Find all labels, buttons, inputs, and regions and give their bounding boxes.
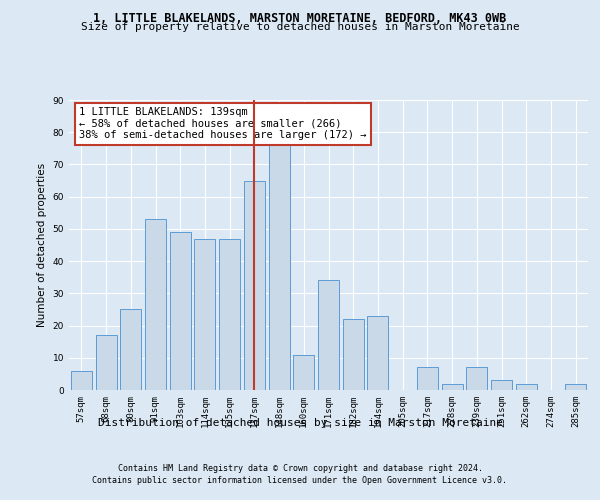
Text: Size of property relative to detached houses in Marston Moretaine: Size of property relative to detached ho… (80, 22, 520, 32)
Bar (120, 310, 141, 390)
Y-axis label: Number of detached properties: Number of detached properties (37, 163, 47, 327)
Bar (293, 354, 314, 390)
Bar (219, 238, 240, 390)
Bar (95, 335, 116, 390)
Text: Distribution of detached houses by size in Marston Moretaine: Distribution of detached houses by size … (97, 418, 503, 428)
Bar (318, 280, 339, 390)
Bar (71, 370, 92, 390)
Bar (491, 380, 512, 390)
Bar (466, 368, 487, 390)
Text: 1 LITTLE BLAKELANDS: 139sqm
← 58% of detached houses are smaller (266)
38% of se: 1 LITTLE BLAKELANDS: 139sqm ← 58% of det… (79, 108, 367, 140)
Bar (516, 384, 537, 390)
Bar (367, 316, 388, 390)
Bar (170, 232, 191, 390)
Bar (145, 219, 166, 390)
Bar (565, 384, 586, 390)
Bar (269, 145, 290, 390)
Bar (343, 319, 364, 390)
Text: Contains public sector information licensed under the Open Government Licence v3: Contains public sector information licen… (92, 476, 508, 485)
Bar (194, 238, 215, 390)
Bar (417, 368, 438, 390)
Text: 1, LITTLE BLAKELANDS, MARSTON MORETAINE, BEDFORD, MK43 0WB: 1, LITTLE BLAKELANDS, MARSTON MORETAINE,… (94, 12, 506, 26)
Bar (244, 180, 265, 390)
Bar (442, 384, 463, 390)
Text: Contains HM Land Registry data © Crown copyright and database right 2024.: Contains HM Land Registry data © Crown c… (118, 464, 482, 473)
